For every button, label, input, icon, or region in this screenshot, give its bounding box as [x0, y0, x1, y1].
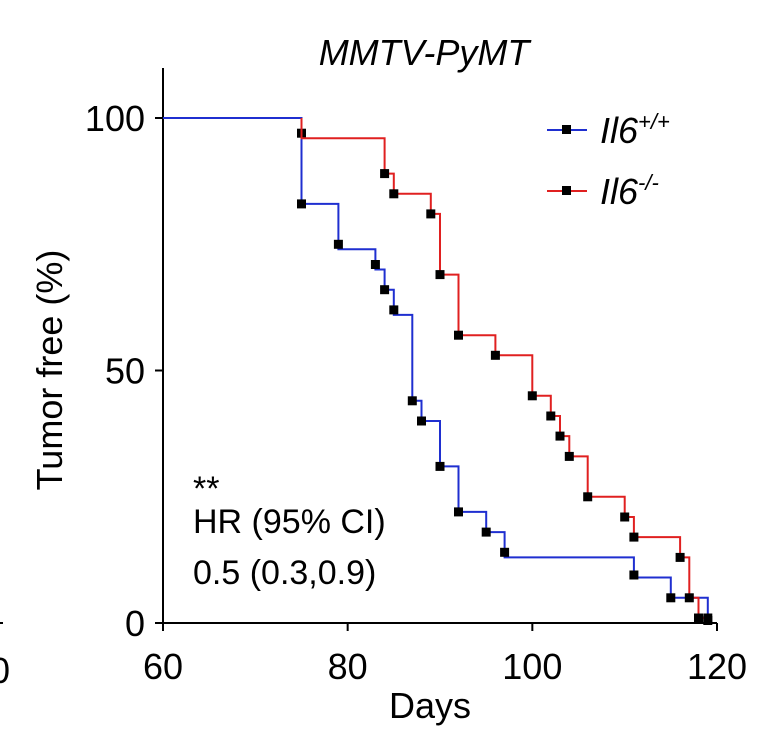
x-tick-label: 120: [687, 646, 747, 687]
censor-marker: [527, 391, 537, 401]
censor-marker: [407, 396, 417, 406]
y-tick-label: 100: [85, 98, 145, 139]
censor-marker: [454, 507, 463, 517]
censor-marker: [666, 593, 676, 603]
significance-annotation: **: [193, 470, 219, 508]
censor-marker: [703, 613, 713, 623]
y-tick-label: 0: [125, 603, 145, 644]
censor-marker: [426, 209, 436, 219]
censor-marker: [481, 527, 491, 537]
legend-label-wt: Il6+/+: [600, 109, 670, 151]
legend-item-ko: Il6-/-: [547, 170, 659, 212]
x-tick-label: 60: [143, 646, 183, 687]
censor-marker: [333, 239, 343, 249]
clipped-tick-label: 0: [0, 650, 10, 691]
censor-marker: [370, 260, 380, 269]
censor-marker: [380, 169, 390, 179]
x-tick-label: 100: [502, 646, 562, 687]
hr-label: HR (95% CI): [193, 503, 386, 541]
chart-title: MMTV-PyMT: [319, 32, 533, 73]
series-ko: [300, 118, 713, 623]
censor-marker: [500, 547, 510, 557]
censor-marker: [629, 532, 639, 542]
censor-marker: [297, 199, 306, 209]
censor-marker: [694, 613, 703, 623]
legend-marker-wt: [562, 125, 571, 134]
legend-item-wt: Il6+/+: [547, 109, 670, 151]
censor-marker: [564, 451, 574, 461]
x-axis-title: Days: [389, 685, 471, 726]
censor-marker: [389, 305, 399, 315]
censor-marker: [620, 512, 630, 522]
axes: [162, 68, 717, 624]
censor-marker: [684, 593, 694, 603]
censor-marker: [583, 492, 593, 502]
x-tick-label: 80: [328, 646, 368, 687]
censor-marker: [629, 570, 639, 580]
censor-marker: [380, 285, 390, 295]
legend-label-ko: Il6-/-: [600, 170, 659, 212]
legend: Il6+/+ Il6-/-: [547, 109, 670, 212]
censor-marker: [454, 330, 463, 340]
censor-marker: [435, 270, 445, 280]
series-layer: [163, 117, 713, 625]
censor-marker: [417, 416, 426, 426]
censor-marker: [546, 411, 556, 421]
censor-marker: [675, 552, 685, 562]
ticks: 60 80 100 120 0 50 100: [85, 98, 747, 687]
censor-marker: [490, 350, 500, 360]
censor-marker: [389, 189, 399, 199]
censor-marker: [435, 461, 445, 471]
series-wt: [163, 117, 713, 625]
legend-marker-ko: [562, 186, 571, 195]
y-axis-title: Tumor free (%): [29, 250, 70, 491]
hr-value: 0.5 (0.3,0.9): [193, 554, 376, 592]
censor-marker: [555, 431, 565, 441]
y-tick-label: 50: [105, 351, 145, 392]
